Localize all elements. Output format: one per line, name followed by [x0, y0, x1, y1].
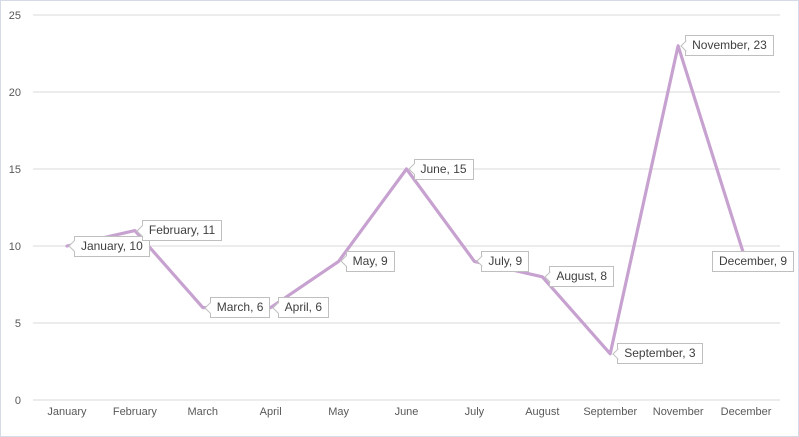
y-axis-tick-label: 25: [9, 10, 21, 22]
data-label-callout: June, 15: [413, 158, 474, 180]
x-axis-category-label: April: [260, 406, 282, 418]
data-label-callout: August, 8: [549, 266, 615, 288]
x-axis-category-label: January: [47, 406, 87, 418]
y-axis-tick-label: 5: [15, 318, 21, 330]
data-label-callout: July, 9: [481, 250, 530, 272]
data-label-callout: May, 9: [345, 250, 395, 272]
data-label-callout: January, 10: [73, 235, 150, 257]
x-axis-category-label: March: [187, 406, 218, 418]
y-axis-tick-label: 10: [9, 241, 21, 253]
x-axis-category-label: December: [721, 406, 772, 418]
x-axis-category-label: August: [525, 406, 559, 418]
y-axis-tick-label: 0: [15, 395, 21, 407]
data-label-callout: November, 23: [685, 35, 774, 57]
data-label-callout: September, 3: [617, 343, 703, 365]
x-axis-category-label: May: [328, 406, 349, 418]
data-label-callout: March, 6: [209, 297, 271, 319]
data-label-callout: April, 6: [277, 297, 330, 319]
y-axis-tick-label: 20: [9, 87, 21, 99]
x-axis-category-label: July: [465, 406, 485, 418]
data-label-callout: December, 9: [712, 250, 795, 272]
x-axis-category-label: November: [653, 406, 704, 418]
series-line: [65, 44, 748, 356]
data-label-callout: February, 11: [141, 220, 223, 242]
x-axis-category-label: February: [113, 406, 158, 418]
x-axis-category-label: September: [583, 406, 637, 418]
x-axis-category-label: June: [395, 406, 419, 418]
y-axis-tick-label: 15: [9, 164, 21, 176]
